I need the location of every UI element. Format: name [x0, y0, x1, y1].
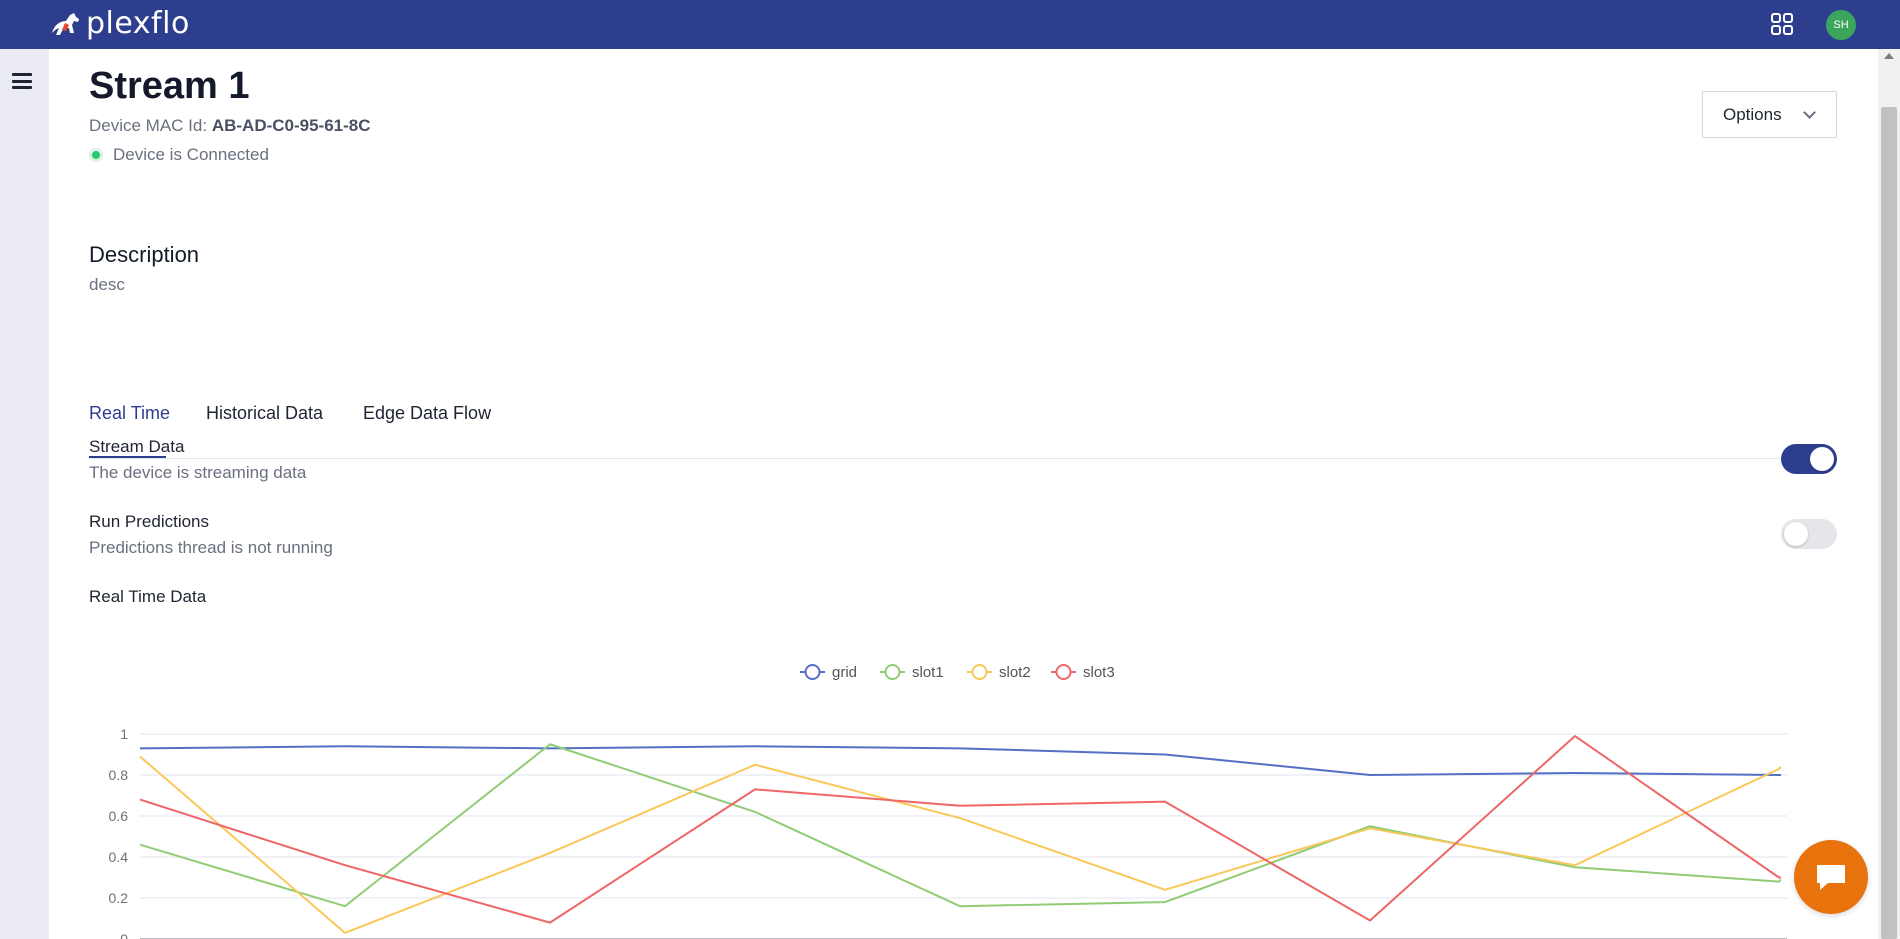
description-title: Description [89, 242, 200, 267]
apps-grid-icon[interactable] [1770, 12, 1794, 36]
status-dot-icon [89, 148, 103, 162]
options-label: Options [1723, 104, 1782, 124]
chat-button[interactable] [1794, 840, 1868, 914]
y-tick-label: 0.4 [109, 849, 129, 865]
scrollbar[interactable] [1878, 49, 1900, 939]
stream-data-title: Stream Data [89, 437, 185, 456]
legend-marker-slot2 [971, 664, 988, 680]
stream-data-toggle[interactable] [1781, 444, 1837, 474]
main-content: Stream 1 Device MAC Id: AB-AD-C0-95-61-8… [89, 49, 1837, 939]
real-time-chart: 00.20.40.60.8112-06-202216:42:4916:42:50… [89, 604, 1837, 939]
legend-marker-grid [804, 664, 821, 680]
y-tick-label: 1 [120, 726, 128, 742]
y-tick-label: 0.2 [109, 890, 129, 906]
legend-label-grid: grid [832, 664, 857, 681]
chat-bubble-icon [1817, 865, 1845, 890]
real-time-data-title: Real Time Data [89, 587, 207, 606]
device-mac-label: Device MAC Id: [89, 116, 208, 135]
stream-data-subtitle: The device is streaming data [89, 463, 307, 482]
chevron-down-icon [1803, 106, 1816, 119]
device-status-text: Device is Connected [113, 145, 269, 164]
series-line-slot1 [139, 743, 1782, 908]
page-title: Stream 1 [89, 65, 250, 107]
scroll-up-arrow-icon[interactable] [1884, 53, 1894, 59]
legend-label-slot1: slot1 [912, 664, 944, 681]
device-mac-value: AB-AD-C0-95-61-8C [211, 116, 371, 135]
active-tab-indicator [89, 456, 166, 458]
description-text: desc [89, 275, 125, 294]
horse-logo-icon [52, 13, 79, 35]
run-predictions-toggle[interactable] [1781, 519, 1837, 549]
device-mac: Device MAC Id: AB-AD-C0-95-61-8C [89, 116, 371, 136]
legend-marker-slot3 [1055, 664, 1072, 680]
legend-label-slot2: slot2 [999, 664, 1031, 681]
top-navbar: plexflo SH [0, 0, 1900, 49]
tab-bar: Real Time Historical Data Edge Data Flow [89, 389, 1837, 459]
device-status: Device is Connected [89, 145, 269, 165]
options-dropdown[interactable]: Options [1702, 91, 1837, 138]
scroll-thumb[interactable] [1881, 107, 1897, 939]
sidebar [0, 49, 49, 939]
y-tick-label: 0.6 [109, 808, 129, 824]
tab-historical-data[interactable]: Historical Data [206, 403, 324, 423]
y-tick-label: 0 [120, 931, 128, 939]
app-logo[interactable]: plexflo [48, 6, 190, 42]
tab-edge-data-flow[interactable]: Edge Data Flow [363, 403, 492, 423]
line-chart: 00.20.40.60.8112-06-202216:42:4916:42:50… [109, 664, 1787, 939]
run-predictions-subtitle: Predictions thread is not running [89, 538, 333, 557]
menu-icon[interactable] [12, 73, 32, 89]
series-line-grid [139, 745, 1781, 776]
run-predictions-title: Run Predictions [89, 512, 210, 531]
user-avatar[interactable]: SH [1826, 10, 1856, 40]
tab-real-time[interactable]: Real Time [89, 403, 171, 423]
y-tick-label: 0.8 [109, 767, 129, 783]
legend-label-slot3: slot3 [1083, 664, 1115, 681]
series-line-slot3 [139, 735, 1781, 924]
app-name: plexflo [86, 6, 190, 41]
legend-marker-slot1 [884, 664, 901, 680]
